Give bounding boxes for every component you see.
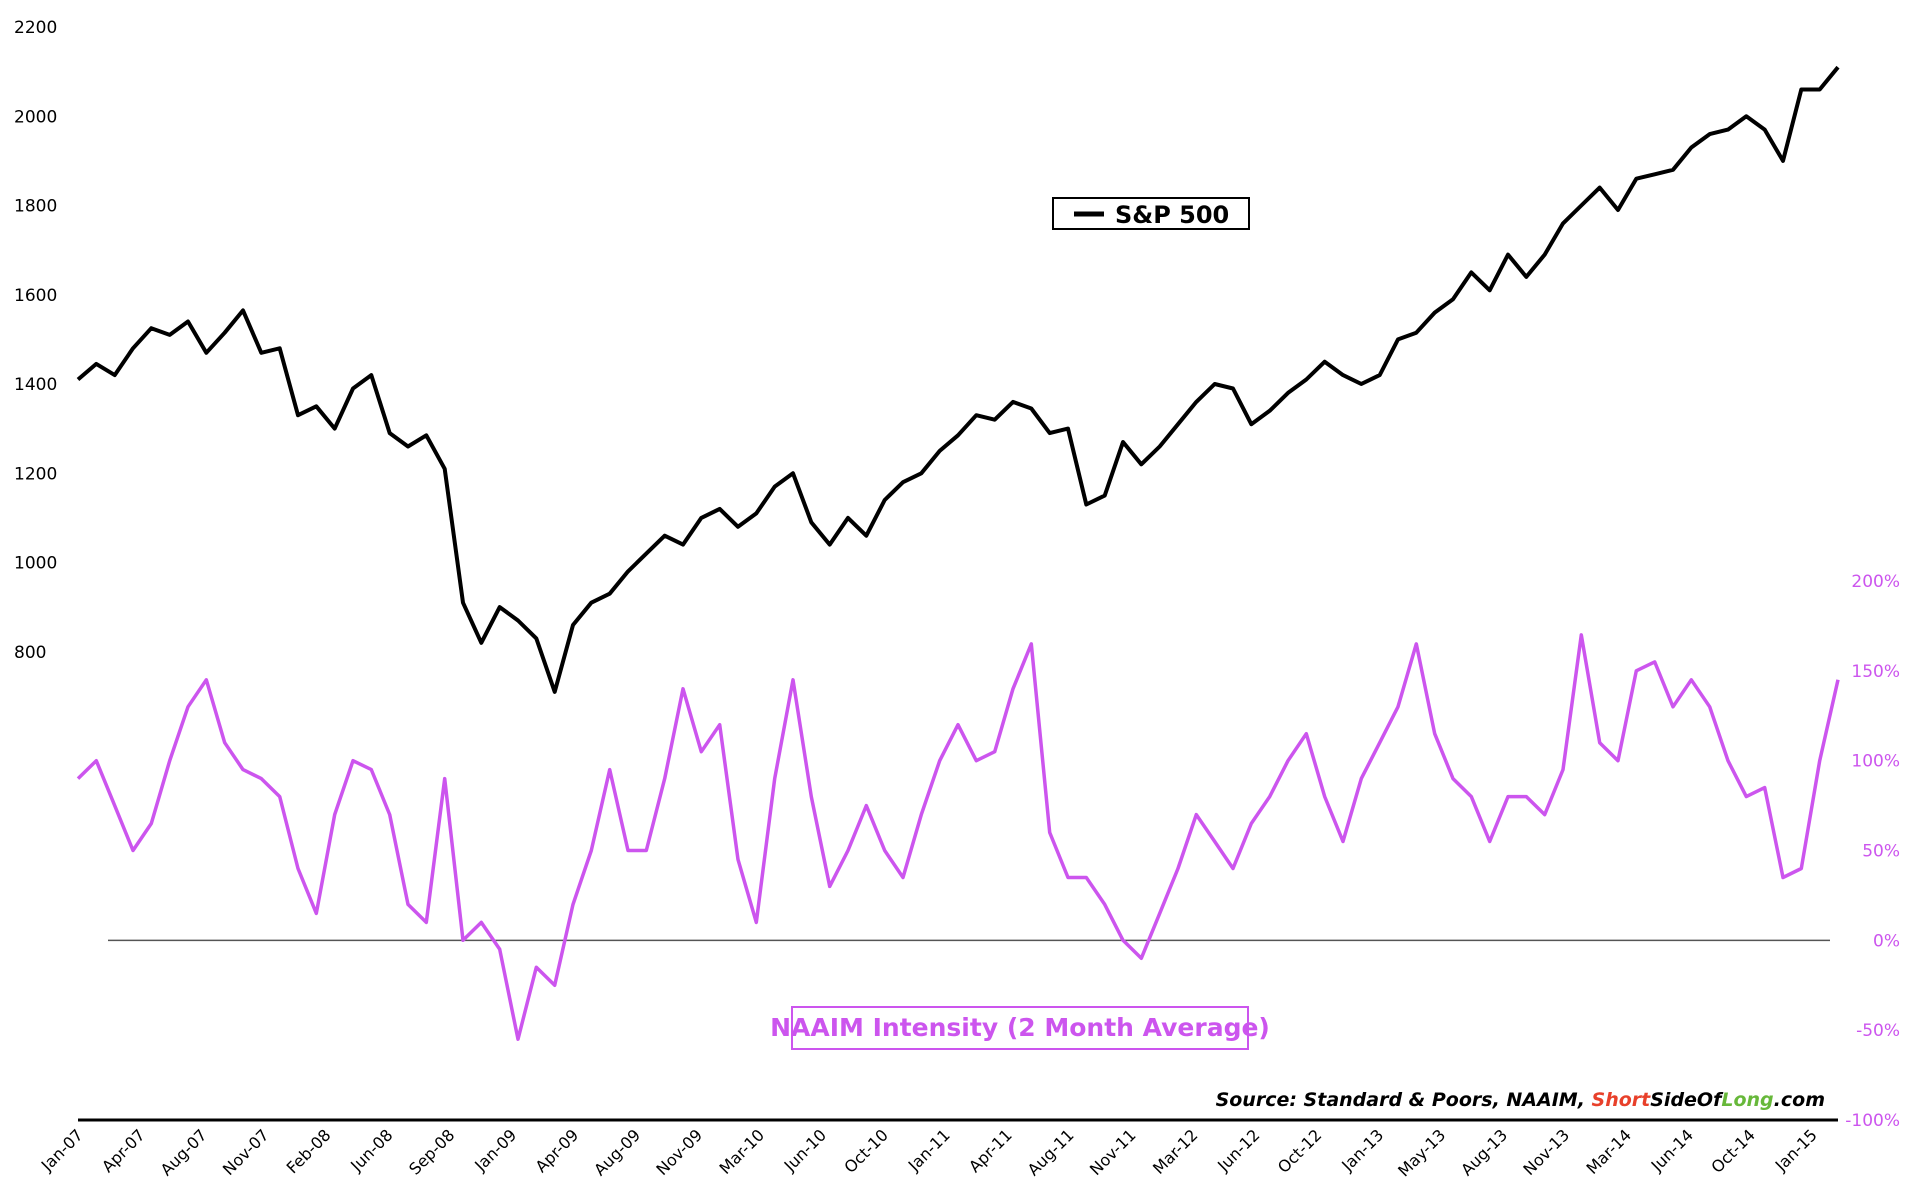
x-tick-label: Jun-10 [780, 1125, 830, 1175]
x-tick-label: Oct-14 [1707, 1125, 1758, 1176]
x-tick-label: Feb-08 [283, 1125, 335, 1177]
left-tick-label: 2000 [14, 107, 57, 127]
x-tick-label: Jan-15 [1771, 1125, 1821, 1175]
right-tick-label: 50% [1862, 842, 1900, 862]
x-tick-label: Apr-07 [98, 1125, 149, 1176]
x-tick-label: Apr-09 [531, 1125, 582, 1176]
x-tick-label: Sep-08 [405, 1125, 458, 1178]
x-tick-label: Nov-09 [652, 1125, 706, 1179]
x-tick-label: Jan-11 [904, 1125, 954, 1175]
left-tick-label: 1800 [14, 197, 57, 217]
right-tick-label: 200% [1851, 572, 1900, 592]
x-tick-label: Oct-10 [840, 1125, 891, 1176]
left-tick-label: 800 [14, 643, 46, 663]
source-brand-suffix: .com [1774, 1089, 1825, 1111]
source-prefix: Source: Standard & Poors, NAAIM, [1216, 1089, 1592, 1111]
x-tick-label: Aug-13 [1457, 1125, 1511, 1179]
x-tick-label: Mar-14 [1583, 1125, 1636, 1178]
left-tick-label: 1600 [14, 286, 57, 306]
x-tick-label: May-13 [1394, 1125, 1449, 1180]
right-axis-ticks: -100% -50% 0% 50% 100% 150% 200% [1845, 572, 1900, 1131]
naaim-label-box [791, 1006, 1249, 1050]
right-tick-label: 0% [1873, 931, 1900, 951]
source-brand-short: Short [1592, 1089, 1652, 1111]
x-tick-label: Mar-12 [1149, 1125, 1202, 1178]
right-tick-label: 100% [1851, 752, 1900, 772]
naaim-label-text: NAAIM Intensity (2 Month Average) [770, 1013, 1270, 1042]
sp500-series-line [76, 65, 1840, 694]
x-tick-label: Aug-09 [590, 1125, 644, 1179]
left-tick-label: 1400 [14, 375, 57, 395]
right-tick-label: -100% [1845, 1111, 1900, 1131]
x-tick-label: Nov-11 [1086, 1125, 1140, 1179]
right-tick-label: 150% [1851, 662, 1900, 682]
source-brand-sideof: SideOf [1650, 1089, 1724, 1111]
left-tick-label: 2200 [14, 18, 57, 38]
left-axis-ticks: 800 1000 1200 1400 1600 1800 2000 2200 [14, 18, 57, 663]
legend: S&P 500 [1052, 197, 1250, 230]
x-tick-label: Apr-11 [965, 1125, 1016, 1176]
right-tick-label: -50% [1856, 1021, 1900, 1041]
x-tick-label: Oct-12 [1274, 1125, 1325, 1176]
x-tick-label: Mar-10 [716, 1125, 769, 1178]
x-tick-label: Jun-14 [1647, 1125, 1697, 1175]
legend-box [1052, 197, 1250, 230]
left-tick-label: 1200 [14, 464, 57, 484]
naaim-series-line [76, 633, 1840, 1041]
naaim-label: NAAIM Intensity (2 Month Average) [770, 1006, 1270, 1050]
x-tick-label: Jan-13 [1337, 1125, 1387, 1175]
x-tick-label: Nov-07 [219, 1125, 273, 1179]
x-tick-label: Nov-13 [1519, 1125, 1573, 1179]
x-tick-label: Aug-11 [1024, 1125, 1078, 1179]
x-axis-ticks: Jan-07 Apr-07 Aug-07 Nov-07 Feb-08 Jun-08 Sep-… [37, 1125, 1821, 1180]
source-note: Source: Standard & Poors, NAAIM, ShortSi… [1216, 1089, 1825, 1111]
legend-label: S&P 500 [1115, 201, 1229, 229]
x-tick-label: Jan-09 [470, 1125, 520, 1175]
x-tick-label: Jun-08 [346, 1125, 396, 1175]
x-tick-label: Aug-07 [157, 1125, 211, 1179]
x-tick-label: Jun-12 [1213, 1125, 1263, 1175]
x-tick-label: Jan-07 [37, 1125, 87, 1175]
source-brand-long: Long [1721, 1089, 1773, 1111]
left-tick-label: 1000 [14, 554, 57, 574]
